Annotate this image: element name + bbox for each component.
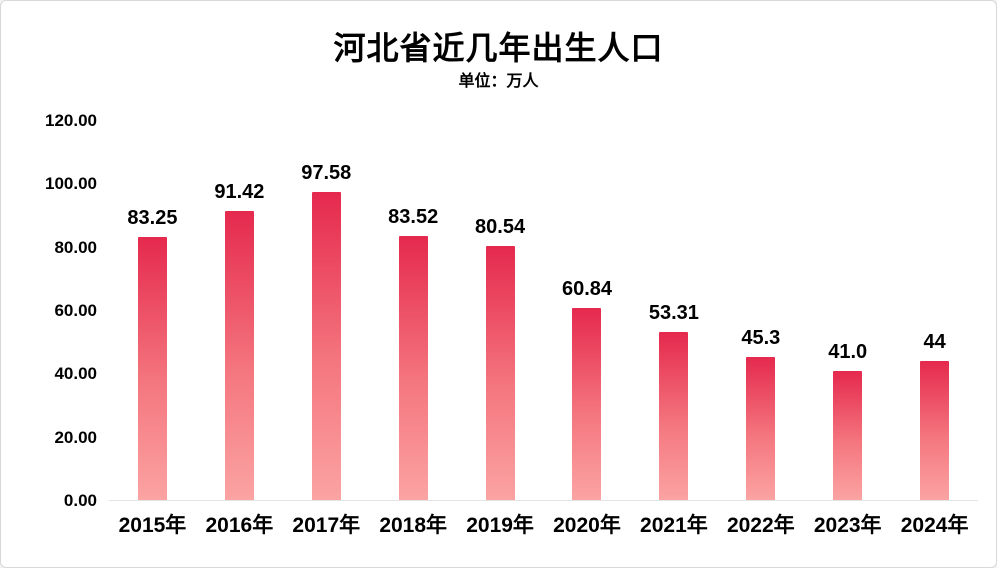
bar: [485, 245, 515, 500]
bar: [398, 236, 428, 500]
y-tick-label: 20.00: [54, 427, 97, 447]
bar-value-label: 53.31: [648, 301, 699, 324]
y-tick-label: 60.00: [54, 301, 97, 320]
bar: [224, 211, 254, 500]
chart-title: 河北省近几年出生人口: [333, 30, 664, 66]
bar: [137, 237, 167, 500]
x-axis: 2015年 2016年 2017年 2018年 2019年 2020年 2021年 2022年…: [109, 509, 978, 539]
x-axis-label: 2019年: [466, 514, 534, 537]
x-axis-label: 2015年: [118, 514, 187, 537]
y-tick-label: 100.00: [45, 174, 97, 194]
bar-value-label: 80.54: [475, 215, 526, 238]
bar: [746, 356, 776, 500]
x-axis-label: 2020年: [553, 514, 621, 537]
y-tick-label: 80.00: [54, 237, 97, 257]
bar-value-label: 91.42: [214, 181, 265, 204]
bar-slot: 83.25: [109, 121, 196, 500]
bar-slot: 91.42: [196, 121, 283, 500]
x-axis-label: 2023年: [813, 514, 882, 537]
y-tick-label: 120.00: [45, 111, 97, 130]
bar-slot: 45.3: [717, 121, 804, 500]
bar-slot: 44: [891, 121, 978, 500]
x-axis-label: 2022年: [726, 514, 795, 537]
y-axis: 0.00 20.00 40.00 60.00 80.00 100.00 120.00: [9, 111, 97, 510]
bar-slot: 60.84: [544, 121, 631, 500]
chart-subtitle: 单位：万人: [458, 73, 539, 90]
bar-value-label: 83.25: [127, 207, 178, 230]
x-axis-label: 2016年: [205, 514, 274, 537]
bar-value-label: 44: [923, 331, 946, 354]
bar-slot: 97.58: [283, 121, 370, 500]
bar-slot: 80.54: [457, 121, 544, 500]
bar-value-label: 41.0: [828, 340, 868, 363]
bar: [920, 361, 950, 500]
x-axis-label: 2021年: [640, 514, 708, 537]
bar: [311, 191, 341, 500]
bar-slot: 41.0: [804, 121, 891, 500]
bar-value-label: 97.58: [301, 161, 352, 184]
bar-slot: 53.31: [630, 121, 717, 500]
y-tick-label: 40.00: [54, 364, 97, 384]
bar: [833, 370, 863, 500]
bar: [659, 331, 689, 500]
bar-value-label: 83.52: [388, 206, 439, 229]
plot-area: 83.25 91.42 97.58 83.52 80.54 60.84 53.31 45.3 4…: [109, 121, 978, 501]
y-tick-label: 0.00: [63, 491, 97, 510]
bar-value-label: 45.3: [741, 326, 781, 349]
bar: [572, 307, 602, 500]
x-axis-label: 2024年: [900, 514, 969, 537]
bar-slot: 83.52: [370, 121, 457, 500]
bar-value-label: 60.84: [561, 277, 613, 300]
x-axis-label: 2018年: [379, 514, 448, 537]
bars: 83.25 91.42 97.58 83.52 80.54 60.84 53.31 45.3 4…: [109, 121, 978, 500]
x-axis-label: 2017年: [292, 514, 361, 537]
